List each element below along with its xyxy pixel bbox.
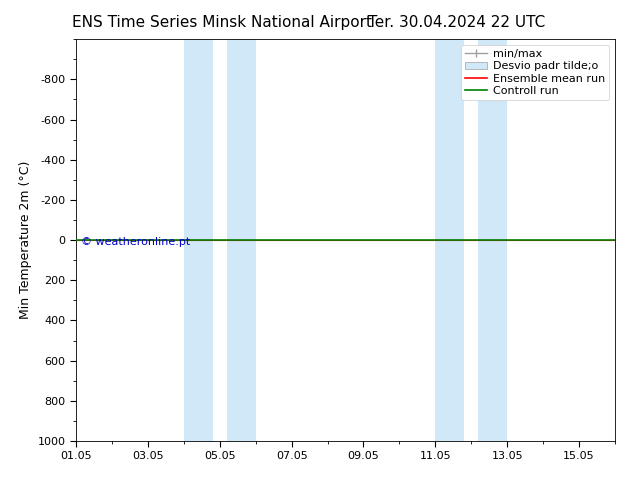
Bar — [227, 39, 256, 441]
Text: Ter. 30.04.2024 22 UTC: Ter. 30.04.2024 22 UTC — [368, 15, 545, 30]
Bar — [184, 39, 212, 441]
Bar — [436, 39, 464, 441]
Bar — [479, 39, 507, 441]
Text: © weatheronline.pt: © weatheronline.pt — [81, 237, 191, 247]
Y-axis label: Min Temperature 2m (°C): Min Temperature 2m (°C) — [19, 161, 32, 319]
Legend: min/max, Desvio padr tilde;o, Ensemble mean run, Controll run: min/max, Desvio padr tilde;o, Ensemble m… — [460, 45, 609, 100]
Text: ENS Time Series Minsk National Airport: ENS Time Series Minsk National Airport — [72, 15, 372, 30]
